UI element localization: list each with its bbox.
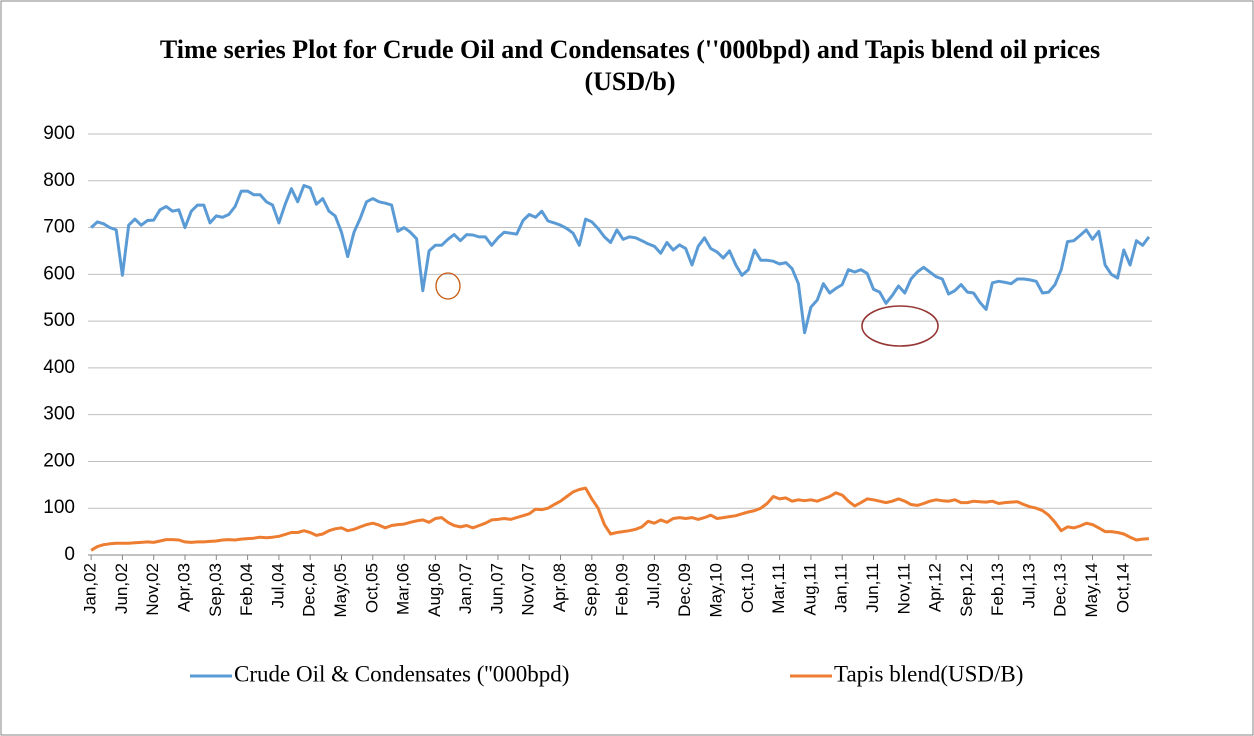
chart-title: Time series Plot for Crude Oil and Conde… (159, 35, 1101, 96)
x-tick-label: Jan,07 (456, 563, 475, 614)
x-tick-label: Jul,09 (644, 563, 663, 608)
y-tick-label: 300 (43, 404, 75, 425)
x-tick-label: Nov,11 (894, 563, 913, 614)
x-tick-label: May,14 (1082, 563, 1101, 618)
x-tick-label: Dec,13 (1051, 563, 1070, 617)
x-tick-label: Aug,11 (800, 563, 819, 616)
x-tick-label: Sep,03 (206, 563, 225, 617)
y-tick-label: 600 (43, 263, 75, 284)
x-tick-label: Jan,02 (81, 563, 100, 614)
x-tick-label: May,10 (706, 563, 725, 618)
x-tick-label: Oct,10 (738, 563, 757, 613)
x-tick-label: Mar,06 (394, 563, 413, 615)
x-tick-label: Jan,11 (832, 563, 851, 613)
x-tick-label: Sep,12 (957, 563, 976, 617)
legend-label: Tapis blend(USD/B) (834, 661, 1023, 686)
y-tick-label: 800 (43, 170, 75, 191)
annotation-circle (861, 305, 939, 347)
x-tick-label: Dec,09 (675, 563, 694, 617)
x-tick-label: Oct,14 (1113, 563, 1132, 613)
y-tick-label: 900 (43, 123, 75, 144)
series-line (90, 184, 1151, 335)
x-tick-label: Oct,05 (362, 563, 381, 613)
x-tick-label: Feb,09 (613, 563, 632, 616)
plot-area: 0 100 200 300 400 500 600 700 800 900 Jan,02 Jun,02… (43, 123, 1152, 686)
x-tick-label: Nov,02 (143, 563, 162, 616)
x-tick-label: Jun,11 (863, 563, 882, 613)
x-tick-label: Dec,04 (300, 563, 319, 617)
x-tick-label: Feb,04 (237, 563, 256, 616)
legend-label: Crude Oil & Condensates (''000bpd) (234, 661, 569, 686)
x-tick-label: Sep,08 (581, 563, 600, 617)
x-tick-label: Jun,07 (487, 563, 506, 614)
series-line (90, 486, 1150, 552)
x-tick-label: Apr,08 (550, 563, 569, 612)
y-tick-label: 100 (43, 497, 75, 518)
y-tick-label: 400 (43, 357, 75, 378)
x-tick-label: Nov,07 (519, 563, 538, 616)
x-tick-label: Jul,04 (268, 563, 287, 608)
x-tick-label: Jun,02 (112, 563, 131, 614)
y-tick-label: 500 (43, 310, 75, 331)
y-tick-label: 0 (64, 544, 75, 565)
x-tick-label: May,05 (331, 563, 350, 618)
x-tick-label: Mar,11 (769, 563, 788, 614)
x-tick-label: Apr,03 (174, 563, 193, 612)
y-tick-label: 200 (43, 450, 75, 471)
annotation-circle (435, 272, 461, 300)
x-tick-label: Apr,12 (926, 563, 945, 612)
x-tick-label: Aug,06 (425, 563, 444, 617)
y-tick-label: 700 (43, 217, 75, 238)
x-tick-label: Jul,13 (1019, 563, 1038, 608)
x-tick-label: Feb,13 (988, 563, 1007, 616)
